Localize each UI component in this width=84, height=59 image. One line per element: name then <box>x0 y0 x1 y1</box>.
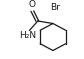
Text: H₂N: H₂N <box>19 32 36 40</box>
Text: O: O <box>28 0 35 9</box>
Text: Br: Br <box>50 3 60 12</box>
